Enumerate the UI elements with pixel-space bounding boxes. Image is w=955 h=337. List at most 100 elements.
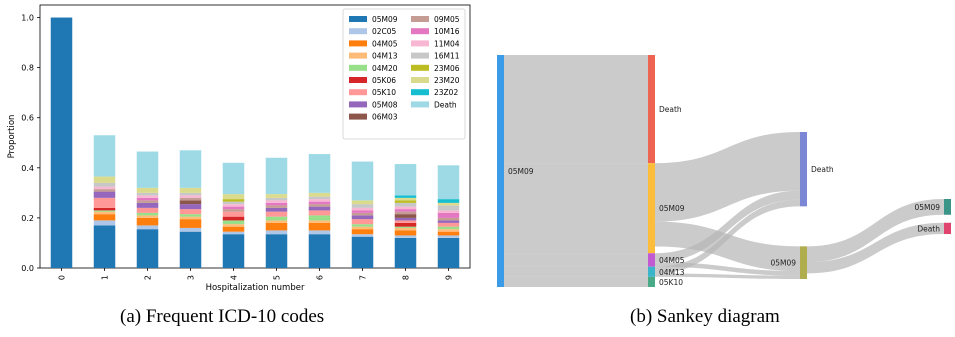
bar-segment-05k10 bbox=[222, 211, 245, 217]
sankey-node-death bbox=[648, 55, 655, 164]
caption-frequent-icd10: (a) Frequent ICD-10 codes bbox=[120, 306, 325, 327]
sankey-node-05m09 bbox=[648, 163, 655, 254]
bar-segment-05k10 bbox=[437, 222, 460, 227]
legend-swatch-16m11 bbox=[411, 52, 429, 59]
bar-segment-05k10 bbox=[351, 219, 374, 225]
sankey-link bbox=[655, 199, 800, 274]
sankey-node-05m09 bbox=[800, 246, 807, 279]
bar-segment-04m13 bbox=[222, 224, 245, 227]
sankey-node-label: Death bbox=[659, 105, 682, 114]
bar-segment-05k10 bbox=[308, 210, 331, 216]
legend-label-02c05: 02C05 bbox=[372, 27, 397, 36]
legend-swatch-23m06 bbox=[411, 64, 429, 71]
sankey-link bbox=[655, 190, 800, 263]
y-tick-label: 0.8 bbox=[21, 64, 34, 73]
legend-box bbox=[342, 8, 466, 140]
bar-segment-05m09 bbox=[351, 236, 374, 268]
bar-segment-04m05 bbox=[437, 231, 460, 236]
bar-segment-10m16 bbox=[136, 197, 159, 201]
bar-segment-10m16 bbox=[437, 212, 460, 218]
bar-segment-04m20 bbox=[93, 210, 116, 212]
bar-segment-23m20 bbox=[394, 197, 417, 201]
sankey-link bbox=[807, 199, 944, 263]
bar-segment-23m06 bbox=[222, 199, 245, 202]
bar-segment-05m08 bbox=[437, 220, 460, 223]
sankey-link bbox=[504, 266, 648, 277]
legend-swatch-06m03 bbox=[349, 113, 367, 120]
bar-segment-04m05 bbox=[93, 214, 116, 221]
bar-segment-06m03 bbox=[394, 214, 417, 218]
sankey-link bbox=[655, 273, 800, 279]
sankey-node-label: 04M13 bbox=[659, 268, 685, 277]
legend-label-05m08: 05M08 bbox=[372, 100, 398, 109]
x-tick-label: 2 bbox=[144, 275, 153, 280]
bar-segment-death bbox=[308, 154, 331, 193]
bar-segment-death bbox=[394, 164, 417, 196]
legend-swatch-02c05 bbox=[349, 28, 367, 35]
bar-segment-02c05 bbox=[222, 231, 245, 235]
bar-segment-04m20 bbox=[136, 212, 159, 216]
sankey-node-label: 05M09 bbox=[508, 167, 534, 176]
sankey-node-label: 05M09 bbox=[659, 204, 685, 213]
legend-label-23z02: 23Z02 bbox=[434, 88, 458, 97]
bar-segment-death bbox=[93, 135, 116, 177]
bar-segment-04m05 bbox=[222, 226, 245, 232]
bar-segment-10m16 bbox=[265, 202, 288, 206]
bar-segment-05k06 bbox=[394, 222, 417, 227]
sankey-node-05m09 bbox=[944, 199, 951, 215]
bar-segment-23m20 bbox=[351, 200, 374, 205]
bar-segment-05m08 bbox=[179, 204, 202, 210]
bar-segment-05k10 bbox=[394, 220, 417, 223]
bar-segment-05k06 bbox=[222, 216, 245, 221]
legend-label-05m09: 05M09 bbox=[372, 15, 398, 24]
bar-segment-09m05 bbox=[93, 189, 116, 192]
bar-segment-02c05 bbox=[136, 225, 159, 230]
sankey-node-label: Death bbox=[917, 224, 940, 233]
bar-segment-10m16 bbox=[351, 210, 374, 213]
bar-segment-10m16 bbox=[222, 206, 245, 210]
x-tick-label: 5 bbox=[273, 275, 282, 280]
legend-label-04m05: 04M05 bbox=[372, 39, 398, 48]
legend-label-11m04: 11M04 bbox=[434, 39, 460, 48]
bar-segment-11m04 bbox=[394, 206, 417, 210]
bar-segment-23z02 bbox=[437, 199, 460, 203]
x-tick-label: 7 bbox=[359, 275, 368, 280]
y-tick-label: 0.0 bbox=[21, 264, 34, 273]
bar-segment-11m04 bbox=[308, 199, 331, 202]
bar-segment-11m04 bbox=[93, 186, 116, 190]
bar-segment-05k10 bbox=[265, 211, 288, 217]
legend-swatch-04m20 bbox=[349, 64, 367, 71]
legend-label-23m06: 23M06 bbox=[434, 64, 460, 73]
bar-segment-02c05 bbox=[351, 234, 374, 237]
bar-segment-16m11 bbox=[394, 202, 417, 207]
x-tick-label: 9 bbox=[445, 275, 454, 280]
bar-segment-11m04 bbox=[265, 200, 288, 203]
bar-segment-04m05 bbox=[394, 230, 417, 236]
bar-segment-06m03 bbox=[179, 200, 202, 205]
sankey-link bbox=[655, 221, 800, 272]
bar-segment-04m20 bbox=[437, 226, 460, 230]
bar-segment-23z02 bbox=[394, 195, 417, 198]
bar-segment-23m20 bbox=[308, 192, 331, 197]
bar-segment-05m08 bbox=[265, 207, 288, 212]
sankey-node-death bbox=[944, 222, 951, 235]
bar-segment-23m20 bbox=[179, 187, 202, 193]
bar-segment-16m11 bbox=[308, 196, 331, 200]
sankey-node-04m05 bbox=[648, 253, 655, 267]
bar-segment-02c05 bbox=[179, 227, 202, 232]
bar-segment-02c05 bbox=[308, 230, 331, 235]
bar-segment-11m04 bbox=[437, 210, 460, 213]
sankey-node-death bbox=[800, 132, 807, 207]
bar-segment-09m05 bbox=[179, 197, 202, 201]
bar-segment-10m16 bbox=[308, 201, 331, 205]
legend-swatch-05k10 bbox=[349, 89, 367, 96]
y-tick-label: 1.0 bbox=[21, 14, 34, 23]
y-tick-label: 0.2 bbox=[21, 214, 34, 223]
bar-segment-05k06 bbox=[93, 207, 116, 211]
plot-frame bbox=[39, 4, 471, 269]
bar-segment-05m09 bbox=[265, 234, 288, 268]
stacked-bar-chart: 0.0 0.2 0.4 0.6 0.8 1.0 0 1 2 3 4 5 6 7 8 9 Hospitalizat… bbox=[7, 4, 471, 293]
legend-swatch-05m08 bbox=[349, 101, 367, 108]
legend-label-death: Death bbox=[434, 100, 457, 109]
